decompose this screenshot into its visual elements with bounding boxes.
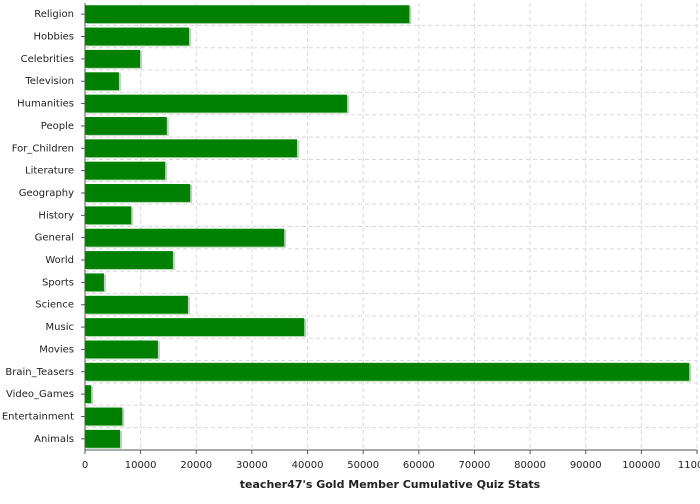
y-tick-label: Science: [35, 300, 74, 311]
bar: [85, 94, 348, 113]
bar: [85, 206, 132, 225]
x-tick-label: 50000: [347, 460, 379, 471]
y-tick-label: Humanities: [17, 99, 74, 110]
bar: [85, 385, 92, 404]
x-tick-label: 100000: [622, 460, 660, 471]
y-tick-label: Geography: [19, 188, 74, 199]
bar: [85, 5, 410, 24]
y-tick-label: People: [41, 121, 74, 132]
y-tick-label: World: [45, 255, 74, 266]
x-tick-label: 20000: [180, 460, 212, 471]
x-tick-label: 40000: [292, 460, 324, 471]
chart-title: teacher47's Gold Member Cumulative Quiz …: [240, 478, 541, 491]
y-tick-label: Sports: [42, 277, 74, 288]
bar: [85, 27, 190, 46]
bar: [85, 362, 690, 381]
y-tick-label: For_Children: [12, 143, 74, 154]
y-tick-label: History: [38, 210, 74, 221]
y-tick-label: Video_Games: [6, 389, 74, 400]
x-tick-label: 90000: [570, 460, 602, 471]
bar: [85, 116, 167, 135]
x-tick-label: 110000: [678, 460, 700, 471]
bar: [85, 72, 119, 91]
x-tick-label: 0: [82, 460, 88, 471]
bar: [85, 407, 123, 426]
y-tick-label: General: [35, 233, 74, 244]
y-tick-label: Music: [46, 322, 74, 333]
y-tick-label: Entertainment: [2, 411, 74, 422]
x-tick-label: 70000: [459, 460, 491, 471]
y-tick-label: Brain_Teasers: [5, 367, 74, 378]
bar: [85, 184, 191, 202]
bar: [85, 161, 166, 180]
bar: [85, 273, 104, 292]
y-tick-label: Television: [24, 76, 74, 87]
x-tick-label: 80000: [514, 460, 546, 471]
y-tick-label: Movies: [39, 344, 74, 355]
bar: [85, 228, 285, 247]
bar: [85, 295, 188, 314]
y-tick-label: Hobbies: [34, 32, 74, 43]
bar: [85, 251, 173, 269]
x-tick-label: 60000: [403, 460, 435, 471]
bar: [85, 49, 141, 68]
y-tick-label: Animals: [34, 434, 74, 445]
bar: [85, 340, 158, 359]
bar: [85, 429, 121, 448]
x-tick-label: 30000: [236, 460, 268, 471]
y-tick-label: Celebrities: [21, 54, 74, 65]
bar: [85, 139, 297, 158]
x-tick-label: 10000: [125, 460, 157, 471]
bar: [85, 318, 305, 337]
y-tick-label: Religion: [34, 9, 74, 20]
y-tick-label: Literature: [25, 166, 74, 177]
